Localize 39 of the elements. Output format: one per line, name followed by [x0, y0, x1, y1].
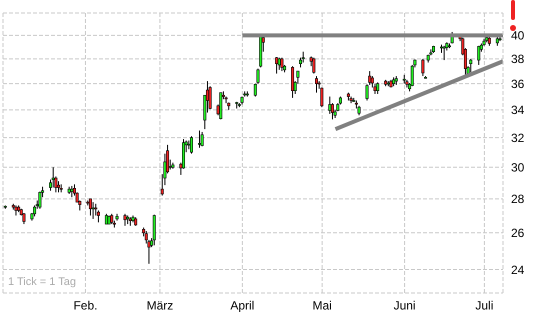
candlestick	[488, 36, 491, 46]
candlestick	[477, 45, 480, 66]
candlestick	[92, 202, 95, 220]
y-tick-label: 30	[511, 160, 525, 174]
candlestick	[442, 45, 446, 61]
candlestick	[291, 66, 294, 98]
candlestick	[190, 136, 193, 154]
candlestick	[315, 76, 318, 94]
y-tick-label: 40	[511, 28, 525, 43]
candlestick	[52, 166, 55, 188]
y-tick-label: 38	[511, 52, 525, 66]
candlestick	[496, 36, 499, 46]
x-tick-label: März	[146, 298, 174, 313]
annotation: 1 Tick = 1 Tag	[8, 276, 76, 288]
candlestick	[110, 213, 114, 225]
candlestick	[57, 180, 60, 193]
candlestick	[469, 58, 472, 73]
y-tick-label: 26	[511, 226, 525, 240]
y-tick-label: 28	[511, 192, 525, 206]
candlestick	[33, 204, 36, 217]
candlestick	[22, 212, 26, 225]
x-tick-label: Juli	[475, 298, 494, 313]
y-tick-label: 32	[511, 130, 525, 145]
y-tick-label: 34	[511, 103, 525, 118]
candlestick	[88, 198, 92, 216]
candlestick	[421, 58, 424, 77]
x-tick-label: Mai	[312, 298, 332, 313]
candlestick	[376, 82, 380, 94]
x-tick-label: Feb.	[73, 298, 98, 313]
candlestick	[302, 51, 305, 64]
x-tick-label: April	[230, 298, 254, 313]
candlestick	[280, 57, 284, 72]
y-tick-label: 24	[511, 262, 525, 277]
candlestick	[312, 57, 316, 74]
x-tick-label: Juni	[394, 298, 416, 313]
candlestick	[124, 213, 127, 226]
y-tick-label: 36	[511, 76, 525, 91]
candlestick	[200, 131, 204, 147]
candlestick	[278, 57, 281, 70]
